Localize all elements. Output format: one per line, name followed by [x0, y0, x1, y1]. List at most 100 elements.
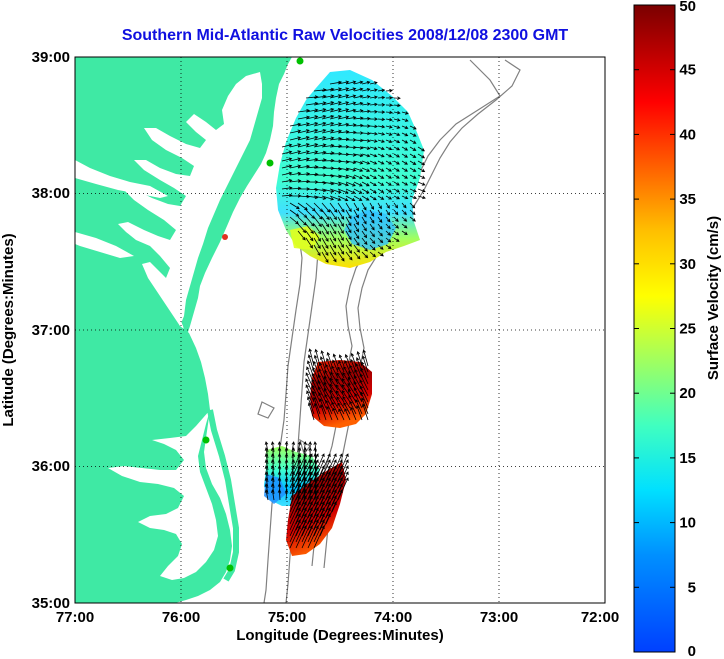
- velocity-arrow: [353, 87, 364, 92]
- velocity-arrow: [385, 216, 391, 223]
- velocity-arrow: [353, 153, 364, 158]
- velocity-arrow: [393, 223, 399, 229]
- velocity-arrow: [345, 237, 352, 248]
- velocity-arrow: [329, 244, 337, 256]
- velocity-arrow: [289, 143, 302, 148]
- x-tick-label: 74:00: [374, 609, 412, 626]
- velocity-arrow: [332, 359, 339, 373]
- velocity-arrow: [289, 150, 302, 155]
- velocity-arrow: [313, 453, 325, 477]
- velocity-arrow: [329, 237, 337, 249]
- velocity-arrow: [361, 195, 370, 201]
- velocity-arrow: [325, 495, 337, 519]
- velocity-arrow: [331, 483, 343, 507]
- velocity-arrow: [330, 395, 339, 409]
- y-tick-label: 39:00: [32, 49, 70, 66]
- velocity-arrow: [361, 251, 369, 259]
- velocity-arrow: [331, 471, 343, 495]
- velocity-arrow: [321, 158, 335, 163]
- velocity-arrow: [353, 94, 364, 99]
- velocity-arrow: [353, 167, 364, 172]
- colorbar-tick-label: 20: [679, 385, 696, 402]
- velocity-arrow: [305, 209, 316, 219]
- velocity-arrow: [321, 114, 335, 120]
- velocity-arrow: [307, 507, 319, 531]
- colorbar-tick-label: 30: [679, 256, 696, 273]
- velocity-arrow: [342, 372, 351, 385]
- velocity-arrow: [295, 519, 307, 543]
- river-channel: [75, 232, 134, 258]
- velocity-arrow: [345, 195, 356, 202]
- velocity-arrow: [393, 118, 401, 122]
- velocity-arrow: [361, 244, 368, 252]
- velocity-arrow: [305, 128, 319, 134]
- velocity-arrow: [325, 465, 337, 489]
- velocity-arrow: [369, 237, 376, 244]
- velocity-arrow: [337, 453, 349, 477]
- velocity-arrow: [385, 174, 392, 179]
- velocity-arrow: [377, 132, 386, 136]
- velocity-arrow: [345, 80, 357, 85]
- velocity-arrow: [353, 202, 359, 212]
- velocity-arrow: [385, 153, 393, 158]
- velocity-arrow: [321, 101, 335, 106]
- velocity-arrow: [305, 157, 319, 162]
- station-dot: [222, 234, 228, 240]
- velocity-arrow: [353, 244, 360, 253]
- velocity-arrow: [409, 167, 417, 172]
- velocity-arrow: [369, 153, 378, 158]
- velocity-arrow: [377, 244, 384, 250]
- velocity-arrow: [325, 477, 337, 501]
- velocity-arrow: [325, 471, 337, 495]
- velocity-arrow: [307, 396, 315, 415]
- velocity-arrow: [295, 507, 307, 531]
- y-tick-label: 38:00: [32, 185, 70, 202]
- velocity-arrow: [313, 101, 327, 106]
- velocity-arrow: [311, 384, 321, 403]
- velocity-arrow: [345, 160, 357, 165]
- velocity-arrow: [307, 525, 319, 549]
- velocity-arrow: [289, 122, 302, 127]
- velocity-arrow: [303, 441, 307, 453]
- velocity-arrow: [301, 459, 313, 483]
- velocity-arrow: [321, 129, 335, 134]
- colorbar-tick-label: 25: [679, 321, 696, 338]
- velocity-arrow: [377, 181, 385, 186]
- velocity-arrow: [369, 202, 375, 210]
- velocity-arrow: [336, 372, 345, 385]
- velocity-arrow: [409, 174, 417, 179]
- velocity-arrow: [361, 167, 371, 172]
- velocity-arrow: [361, 237, 368, 245]
- velocity-arrow: [330, 371, 339, 385]
- velocity-arrow: [297, 143, 310, 148]
- velocity-arrow: [313, 121, 327, 127]
- velocity-arrow: [281, 157, 293, 162]
- station-dot: [226, 564, 234, 572]
- velocity-arrow: [369, 174, 378, 179]
- velocity-arrow: [341, 384, 351, 397]
- velocity-arrow: [264, 489, 269, 501]
- velocity-arrow: [326, 357, 333, 373]
- velocity-arrow: [289, 477, 301, 501]
- velocity-arrow: [337, 251, 345, 262]
- velocity-arrow: [321, 202, 331, 213]
- velocity-arrow: [319, 477, 331, 501]
- velocity-arrow: [337, 108, 350, 113]
- velocity-arrow: [307, 483, 319, 507]
- velocity-arrow: [337, 230, 344, 242]
- velocity-arrow: [377, 209, 383, 217]
- velocity-arrow: [329, 181, 342, 186]
- velocity-arrow: [361, 188, 370, 194]
- velocity-arrow: [305, 216, 315, 227]
- velocity-arrow: [318, 368, 327, 385]
- velocity-arrow: [393, 103, 401, 108]
- x-tick-label: 72:00: [581, 609, 619, 626]
- velocity-arrow: [305, 237, 313, 249]
- velocity-arrow: [301, 489, 313, 513]
- velocity-arrow: [409, 188, 417, 193]
- velocity-arrow: [369, 251, 377, 258]
- velocity-arrow: [393, 153, 400, 158]
- velocity-arrow: [338, 360, 345, 373]
- velocity-arrow: [337, 366, 345, 379]
- velocity-arrow: [369, 160, 378, 165]
